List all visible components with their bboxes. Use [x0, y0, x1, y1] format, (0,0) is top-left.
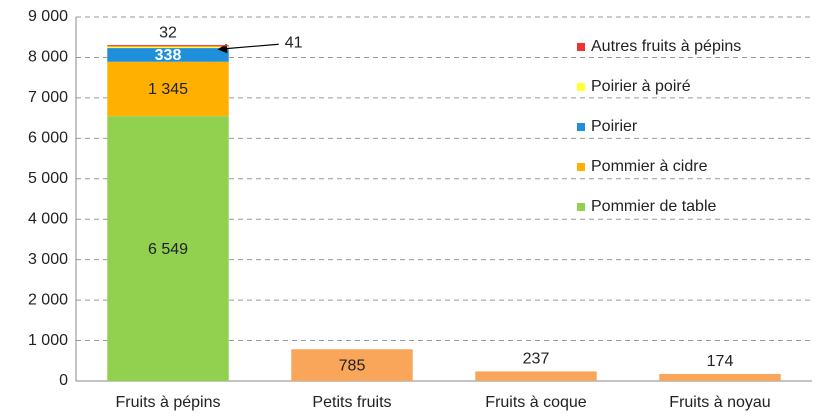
- data-label: 1 345: [148, 81, 188, 98]
- data-label: 32: [159, 24, 177, 41]
- y-tick-label: 5 000: [28, 170, 68, 187]
- legend-swatch: [577, 83, 585, 91]
- y-tick-label: 1 000: [28, 332, 68, 349]
- bar-segment: [107, 48, 229, 62]
- legend-swatch: [577, 123, 585, 131]
- legend-label: Autres fruits à pépins: [591, 38, 741, 55]
- x-tick-label: Fruits à coque: [485, 394, 586, 411]
- y-tick-label: 7 000: [28, 89, 68, 106]
- y-tick-label: 4 000: [28, 210, 68, 227]
- bar-segment: [475, 371, 597, 381]
- y-tick-label: 6 000: [28, 130, 68, 147]
- legend-label: Pommier à cidre: [591, 158, 708, 175]
- legend-swatch: [577, 203, 585, 211]
- bar-segment: [107, 46, 229, 49]
- annotation-arrow: [217, 43, 279, 54]
- bar-segment: [107, 116, 229, 381]
- data-label: 338: [155, 47, 182, 64]
- bar-segment: [107, 61, 229, 117]
- y-tick-label: 0: [59, 372, 68, 389]
- legend-swatch: [577, 43, 585, 51]
- x-tick-label: Petits fruits: [312, 394, 391, 411]
- bar-segment: [291, 349, 413, 381]
- data-label: 237: [523, 351, 550, 368]
- bar-segment: [107, 45, 229, 47]
- y-tick-label: 8 000: [28, 49, 68, 66]
- y-tick-label: 3 000: [28, 251, 68, 268]
- x-tick-label: Fruits à pépins: [116, 394, 221, 411]
- legend-swatch: [577, 163, 585, 171]
- y-tick-label: 2 000: [28, 291, 68, 308]
- data-label: 41: [285, 34, 303, 51]
- data-label: 174: [707, 353, 734, 370]
- x-tick-label: Fruits à noyau: [669, 394, 770, 411]
- y-tick-label: 9 000: [28, 8, 68, 25]
- legend-label: Poirier: [591, 118, 638, 135]
- legend-label: Pommier de table: [591, 198, 716, 215]
- legend-label: Poirier à poiré: [591, 78, 691, 95]
- bar-segment: [659, 373, 781, 381]
- data-label: 785: [339, 357, 366, 374]
- data-label: 6 549: [148, 241, 188, 258]
